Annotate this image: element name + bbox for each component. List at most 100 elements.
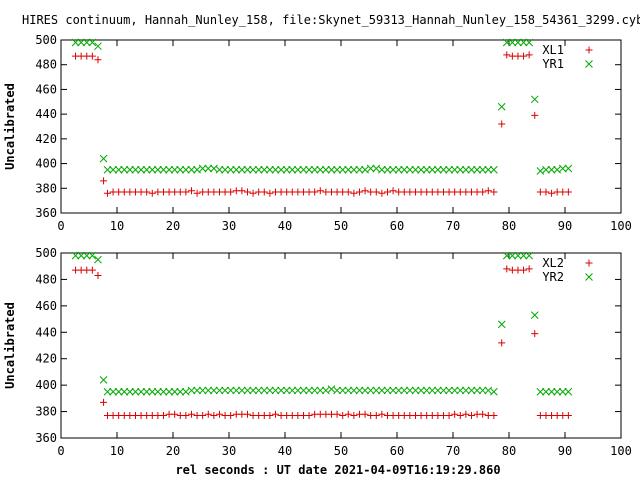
data-point: [378, 189, 386, 197]
data-point: [525, 265, 533, 273]
data-point: [249, 386, 257, 395]
data-point: [350, 189, 358, 197]
x-tick-label: 60: [390, 219, 404, 233]
data-point: [542, 188, 550, 196]
data-point: [400, 165, 409, 174]
data-point: [299, 165, 308, 174]
y-axis-label: Uncalibrated: [3, 83, 17, 170]
x-tick-label: 100: [610, 444, 632, 458]
data-point: [497, 320, 506, 329]
data-point: [366, 386, 375, 395]
data-point: [137, 387, 145, 396]
data-point: [266, 386, 274, 395]
x-tick-label: 0: [57, 444, 64, 458]
y-tick-label: 480: [35, 272, 57, 286]
data-point: [243, 188, 251, 196]
data-point: [462, 410, 470, 418]
data-point: [221, 386, 229, 395]
data-point: [333, 386, 341, 395]
data-point: [82, 38, 91, 47]
data-point: [439, 165, 448, 174]
data-point: [215, 386, 224, 395]
data-point: [187, 410, 195, 418]
data-point: [103, 189, 111, 197]
data-point: [193, 386, 201, 395]
data-point: [316, 165, 325, 174]
data-point: [355, 165, 364, 174]
data-point: [378, 410, 386, 418]
data-point: [311, 188, 319, 196]
data-point: [71, 38, 80, 47]
data-point: [299, 386, 308, 395]
data-point: [355, 386, 364, 395]
y-tick-label: 400: [35, 378, 57, 392]
plot-panel-1: 0 10 20 30 40 50 60 70 80 90 100 360 380 400 420 440 460…: [3, 33, 632, 233]
x-tick-label: 90: [558, 444, 572, 458]
data-point: [103, 387, 112, 396]
data-point: [204, 410, 212, 418]
data-point: [456, 165, 465, 174]
data-point: [182, 188, 190, 196]
data-point: [502, 251, 511, 260]
data-point: [99, 376, 108, 384]
y-tick-label: 460: [35, 299, 57, 313]
data-point: [305, 165, 313, 174]
data-point: [221, 165, 229, 174]
data-point: [249, 189, 257, 197]
legend-label: XL1: [542, 43, 564, 57]
data-point: [503, 265, 511, 273]
data-point: [344, 386, 353, 395]
data-point: [131, 387, 140, 396]
legend-marker: [585, 60, 593, 68]
legend-marker: [585, 273, 593, 281]
data-point: [288, 165, 297, 174]
data-point: [378, 165, 386, 174]
data-point: [227, 188, 235, 196]
x-tick-label: 20: [166, 219, 180, 233]
data-point: [103, 165, 112, 174]
data-point: [77, 38, 86, 47]
data-point: [547, 165, 556, 174]
data-point: [508, 251, 517, 260]
data-point: [260, 165, 269, 174]
data-point: [378, 386, 386, 395]
data-point: [558, 387, 567, 396]
data-point: [548, 189, 556, 197]
data-point: [400, 386, 409, 395]
data-point: [514, 251, 522, 260]
data-point: [338, 165, 347, 174]
data-point: [484, 187, 492, 195]
data-point: [210, 412, 218, 420]
data-point: [198, 164, 207, 173]
data-point: [520, 266, 528, 274]
data-point: [547, 387, 556, 396]
data-point: [339, 412, 347, 420]
data-point: [154, 165, 162, 174]
data-point: [260, 188, 268, 196]
data-point: [350, 412, 358, 420]
data-point: [159, 387, 168, 396]
data-point: [232, 386, 241, 395]
x-tick-label: 30: [222, 444, 236, 458]
data-point: [120, 387, 129, 396]
data-point: [445, 386, 453, 395]
data-point: [519, 251, 528, 260]
data-point: [333, 165, 341, 174]
data-point: [451, 410, 459, 418]
y-tick-label: 380: [35, 405, 57, 419]
data-point: [411, 165, 420, 174]
data-point: [148, 165, 157, 174]
data-point: [542, 387, 550, 396]
data-point: [226, 386, 235, 395]
data-point: [305, 386, 313, 395]
data-point: [254, 165, 263, 174]
data-point: [417, 386, 425, 395]
data-point: [350, 165, 358, 174]
x-tick-label: 80: [502, 219, 516, 233]
y-tick-label: 420: [35, 132, 57, 146]
data-point: [344, 165, 353, 174]
data-point: [114, 387, 123, 396]
data-point: [170, 165, 179, 174]
data-point: [176, 387, 185, 396]
x-axis-label: rel seconds : UT date 2021-04-09T16:19:2…: [175, 463, 500, 477]
